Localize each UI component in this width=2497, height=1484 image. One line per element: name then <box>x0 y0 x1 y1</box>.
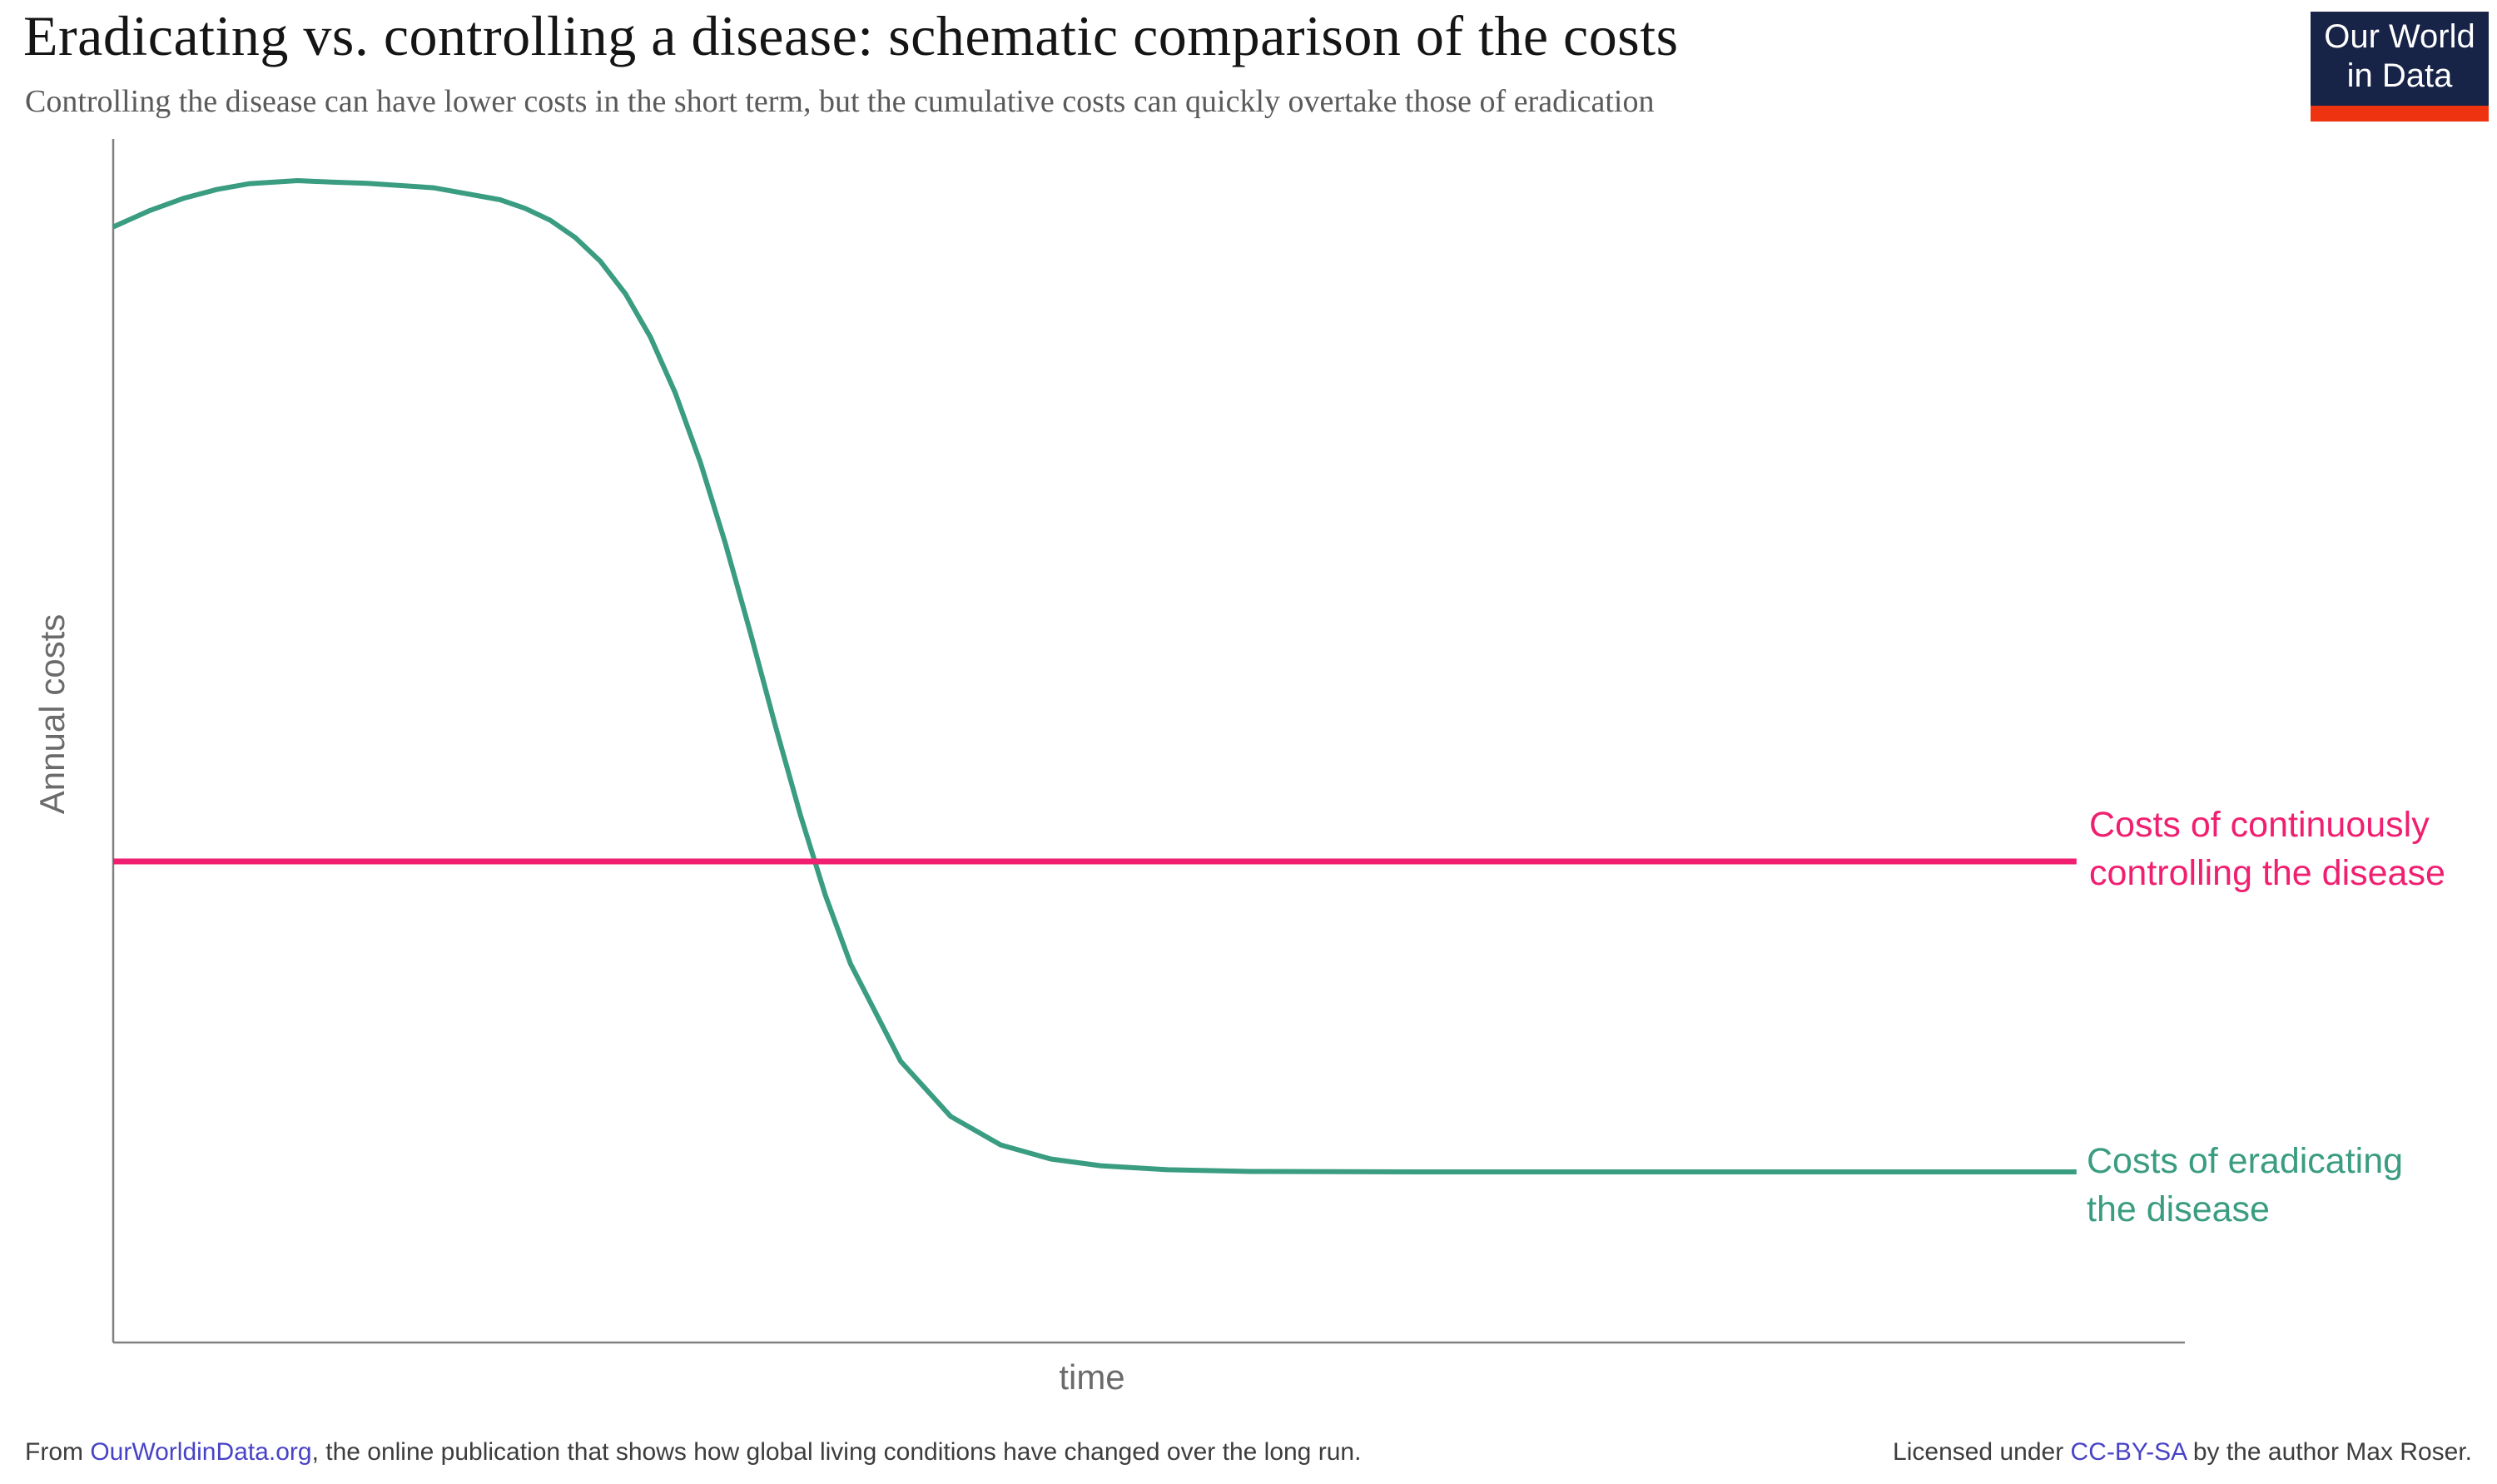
footer-license-prefix: Licensed under <box>1893 1438 2071 1466</box>
owid-logo-text: Our World in Data <box>2311 12 2489 106</box>
control-line-label-line1: Costs of continuously <box>2089 805 2430 845</box>
page-subtitle: Controlling the disease can have lower c… <box>25 84 1655 119</box>
footer-license-suffix: by the author Max Roser. <box>2186 1438 2472 1466</box>
eradication-line-label-line1: Costs of eradicating <box>2087 1141 2404 1181</box>
y-axis-label: Annual costs <box>32 613 72 815</box>
owid-logo-line1: Our World <box>2324 18 2475 55</box>
control-line-label-line2: controlling the disease <box>2089 853 2445 894</box>
eradication-line-label: Costs of eradicating the disease <box>2087 1137 2403 1233</box>
control-line-label: Costs of continuously controlling the di… <box>2089 801 2445 897</box>
eradication-line-label-line2: the disease <box>2087 1189 2270 1230</box>
footer-source-suffix: , the online publication that shows how … <box>311 1438 1362 1466</box>
owid-logo-red-bar <box>2311 106 2489 122</box>
cc-by-sa-link[interactable]: CC-BY-SA <box>2070 1438 2187 1466</box>
owid-logo: Our World in Data <box>2311 12 2489 122</box>
x-axis-label: time <box>1059 1357 1125 1397</box>
footer-source: From OurWorldinData.org, the online publ… <box>25 1438 1361 1467</box>
page-title: Eradicating vs. controlling a disease: s… <box>23 4 1679 67</box>
owid-org-link[interactable]: OurWorldinData.org <box>90 1438 312 1466</box>
footer-source-prefix: From <box>25 1438 91 1466</box>
owid-logo-line2: in Data <box>2346 57 2453 95</box>
eradication-cost-curve <box>112 178 2077 1174</box>
footer-license: Licensed under CC-BY-SA by the author Ma… <box>1893 1438 2472 1467</box>
